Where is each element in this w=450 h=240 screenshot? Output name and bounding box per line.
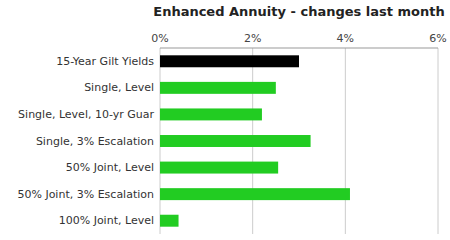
category-label: Single, Level, 10-yr Guar: [18, 108, 154, 121]
title: Enhanced Annuity - changes last month: [153, 4, 444, 19]
bar: [160, 82, 276, 94]
tick-label: 6%: [429, 32, 446, 45]
grid: [160, 48, 438, 234]
bar: [160, 162, 278, 174]
category-label: 15-Year Gilt Yields: [56, 55, 154, 68]
axis-line: [160, 48, 438, 49]
bar: [160, 188, 350, 200]
bar: [160, 55, 299, 67]
category-label: Single, Level: [84, 81, 154, 94]
chart: Enhanced Annuity - changes last month 0% 2…: [0, 0, 450, 240]
category-label: 100% Joint, Level: [59, 214, 154, 227]
bars: [160, 55, 350, 226]
tick-label: 2%: [244, 32, 261, 45]
bar: [160, 215, 179, 227]
tick-label: 0%: [151, 32, 168, 45]
chart-container: Enhanced Annuity - changes last month 0% 2…: [0, 0, 450, 240]
grid-line: [438, 48, 439, 234]
category-label: 50% Joint, 3% Escalation: [17, 188, 154, 201]
bar: [160, 135, 311, 147]
category-label: Single, 3% Escalation: [36, 135, 154, 148]
bar: [160, 108, 262, 120]
tick-label: 4%: [337, 32, 354, 45]
grid-line: [345, 48, 346, 234]
category-label: 50% Joint, Level: [66, 161, 154, 174]
